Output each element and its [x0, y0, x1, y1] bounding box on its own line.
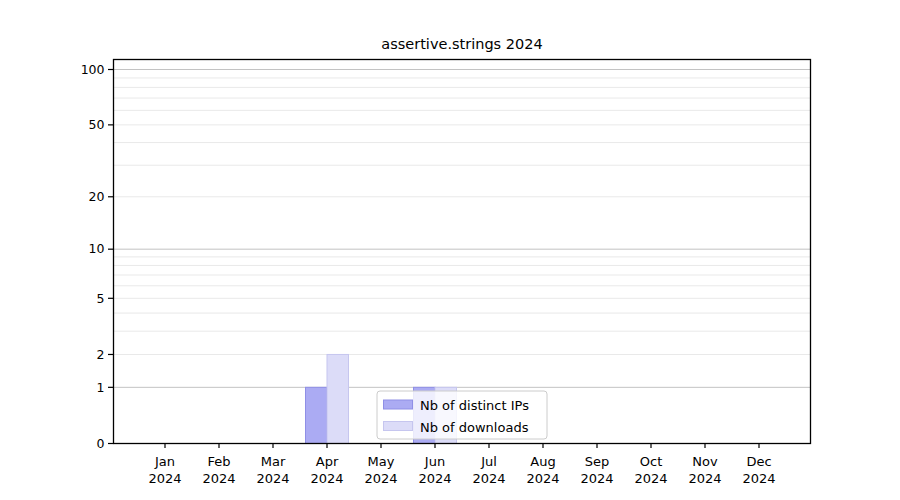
x-tick-label-month: Feb: [207, 454, 230, 469]
x-tick-label-year: 2024: [742, 471, 775, 486]
x-tick-label-year: 2024: [580, 471, 613, 486]
x-tick-label-month: Dec: [746, 454, 771, 469]
bar-apr-s1: [327, 354, 349, 443]
x-tick-label-year: 2024: [688, 471, 721, 486]
y-tick-label: 100: [81, 62, 105, 77]
y-tick-label: 20: [89, 189, 105, 204]
download-stats-chart: 0 1 2 5 10 20 50 100 Jan 2024 Feb 2024 Mar 2024 Apr 202…: [0, 0, 900, 500]
chart-title: assertive.strings 2024: [381, 36, 542, 52]
y-tick-label: 5: [97, 291, 105, 306]
plot-border: [114, 60, 811, 444]
x-tick-label-year: 2024: [634, 471, 667, 486]
y-tick-label: 0: [97, 436, 105, 451]
x-tick-label-year: 2024: [148, 471, 181, 486]
x-tick-label-year: 2024: [256, 471, 289, 486]
y-tick-label: 50: [89, 117, 105, 132]
gridlines: [114, 70, 811, 388]
x-tick-label-year: 2024: [418, 471, 451, 486]
legend-swatch-distinct-ips: [384, 400, 413, 409]
legend: Nb of distinct IPs Nb of downloads: [377, 391, 547, 439]
y-tick-label: 10: [89, 241, 105, 256]
chart-canvas: 0 1 2 5 10 20 50 100 Jan 2024 Feb 2024 Mar 2024 Apr 202…: [0, 0, 900, 500]
legend-label-downloads: Nb of downloads: [420, 420, 529, 435]
x-tick-label-month: Jul: [480, 454, 497, 469]
x-tick-label-month: Jan: [154, 454, 175, 469]
x-tick-label-year: 2024: [526, 471, 559, 486]
x-tick-label-month: Sep: [585, 454, 610, 469]
x-tick-label-month: Mar: [261, 454, 286, 469]
y-tick-label: 1: [97, 380, 105, 395]
x-tick-label-month: Oct: [640, 454, 662, 469]
axes: [108, 60, 811, 449]
x-tick-label-year: 2024: [202, 471, 235, 486]
y-tick-label: 2: [97, 347, 105, 362]
x-tick-label-month: Nov: [692, 454, 718, 469]
bar-apr-s0: [306, 387, 328, 443]
x-tick-label-month: Aug: [530, 454, 555, 469]
x-tick-label-year: 2024: [472, 471, 505, 486]
x-tick-label-month: Jun: [424, 454, 445, 469]
x-tick-label-year: 2024: [364, 471, 397, 486]
x-tick-label-month: Apr: [316, 454, 339, 469]
legend-swatch-downloads: [384, 422, 413, 431]
x-tick-label-year: 2024: [310, 471, 343, 486]
legend-label-distinct-ips: Nb of distinct IPs: [420, 398, 529, 413]
x-tick-label-month: May: [368, 454, 395, 469]
